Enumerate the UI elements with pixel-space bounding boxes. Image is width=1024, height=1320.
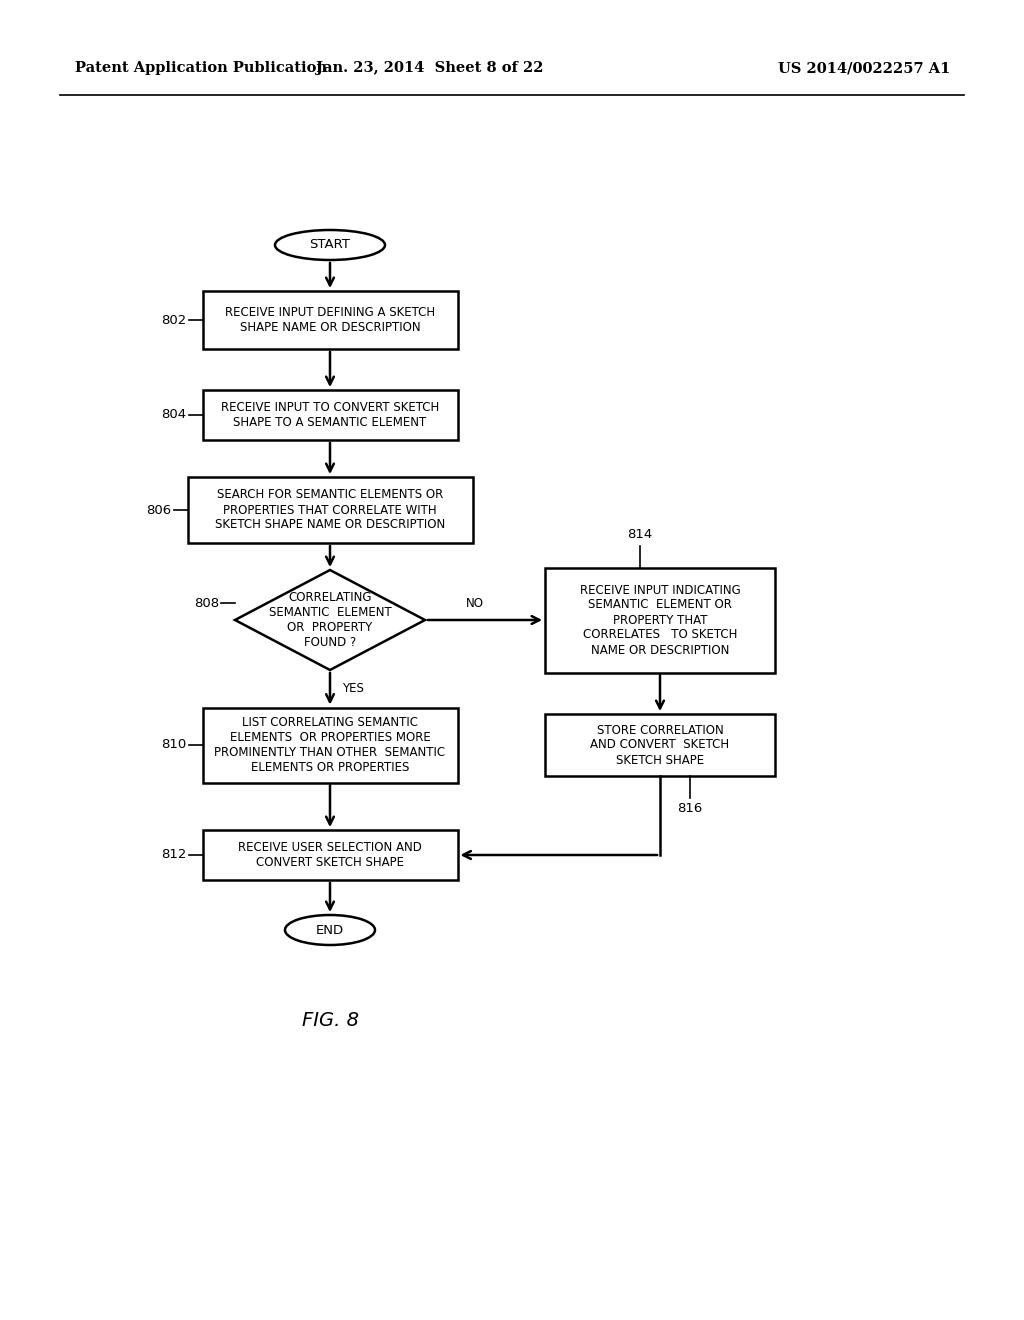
Text: 802: 802 — [161, 314, 186, 326]
Text: 804: 804 — [162, 408, 186, 421]
Text: RECEIVE INPUT TO CONVERT SKETCH
SHAPE TO A SEMANTIC ELEMENT: RECEIVE INPUT TO CONVERT SKETCH SHAPE TO… — [221, 401, 439, 429]
Text: RECEIVE INPUT INDICATING
SEMANTIC  ELEMENT OR
PROPERTY THAT
CORRELATES   TO SKET: RECEIVE INPUT INDICATING SEMANTIC ELEMEN… — [580, 583, 740, 656]
Text: 808: 808 — [194, 597, 219, 610]
Text: 816: 816 — [677, 803, 702, 814]
Text: FIG. 8: FIG. 8 — [301, 1011, 358, 1030]
Text: SEARCH FOR SEMANTIC ELEMENTS OR
PROPERTIES THAT CORRELATE WITH
SKETCH SHAPE NAME: SEARCH FOR SEMANTIC ELEMENTS OR PROPERTI… — [215, 488, 445, 532]
Text: END: END — [316, 924, 344, 936]
Text: 810: 810 — [161, 738, 186, 751]
Text: LIST CORRELATING SEMANTIC
ELEMENTS  OR PROPERTIES MORE
PROMINENTLY THAN OTHER  S: LIST CORRELATING SEMANTIC ELEMENTS OR PR… — [214, 715, 445, 774]
Text: Jan. 23, 2014  Sheet 8 of 22: Jan. 23, 2014 Sheet 8 of 22 — [316, 61, 544, 75]
Text: YES: YES — [342, 682, 364, 696]
Text: RECEIVE INPUT DEFINING A SKETCH
SHAPE NAME OR DESCRIPTION: RECEIVE INPUT DEFINING A SKETCH SHAPE NA… — [225, 306, 435, 334]
Text: Patent Application Publication: Patent Application Publication — [75, 61, 327, 75]
Text: RECEIVE USER SELECTION AND
CONVERT SKETCH SHAPE: RECEIVE USER SELECTION AND CONVERT SKETC… — [238, 841, 422, 869]
Text: START: START — [309, 239, 350, 252]
Text: NO: NO — [466, 597, 484, 610]
Text: 806: 806 — [146, 503, 171, 516]
Text: 812: 812 — [161, 849, 186, 862]
Text: CORRELATING
SEMANTIC  ELEMENT
OR  PROPERTY
FOUND ?: CORRELATING SEMANTIC ELEMENT OR PROPERTY… — [268, 591, 391, 649]
Text: US 2014/0022257 A1: US 2014/0022257 A1 — [777, 61, 950, 75]
Text: STORE CORRELATION
AND CONVERT  SKETCH
SKETCH SHAPE: STORE CORRELATION AND CONVERT SKETCH SKE… — [591, 723, 729, 767]
Text: 814: 814 — [628, 528, 652, 541]
